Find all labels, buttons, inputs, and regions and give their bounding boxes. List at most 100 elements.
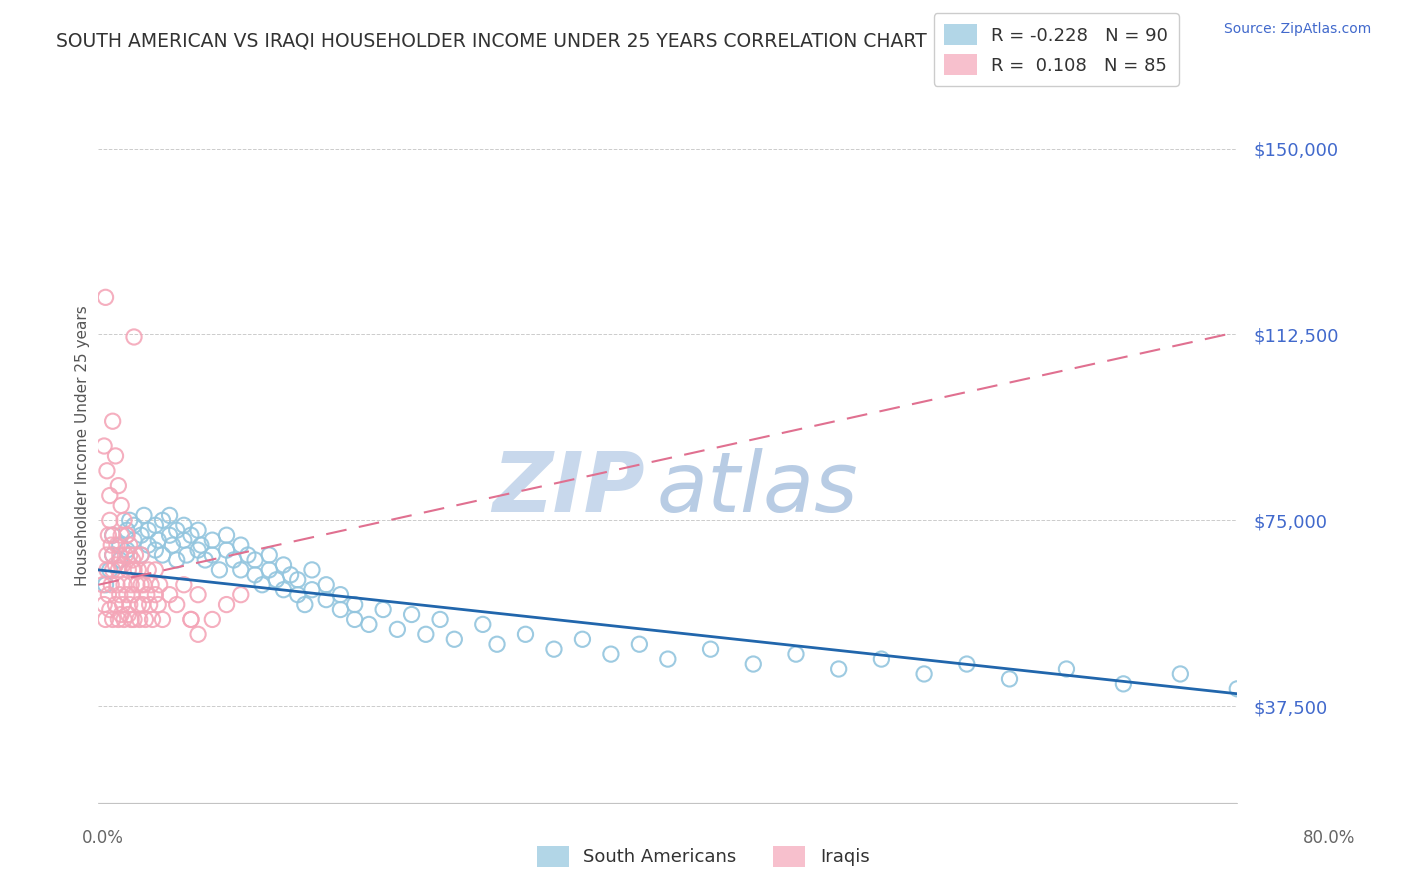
Point bbox=[129, 528, 152, 542]
Point bbox=[98, 563, 121, 577]
Text: ZIP: ZIP bbox=[492, 449, 645, 529]
Point bbox=[112, 578, 135, 592]
Point bbox=[104, 558, 127, 572]
Point bbox=[131, 598, 153, 612]
Point bbox=[159, 508, 181, 523]
Point bbox=[194, 553, 217, 567]
Point bbox=[166, 598, 188, 612]
Point bbox=[266, 573, 288, 587]
Point bbox=[415, 627, 437, 641]
Point bbox=[571, 632, 593, 647]
Point bbox=[112, 612, 135, 626]
Point bbox=[93, 598, 115, 612]
Point bbox=[243, 553, 266, 567]
Point bbox=[96, 548, 118, 562]
Point bbox=[259, 548, 281, 562]
Point bbox=[166, 553, 188, 567]
Point bbox=[101, 563, 124, 577]
Text: Source: ZipAtlas.com: Source: ZipAtlas.com bbox=[1223, 22, 1371, 37]
Point bbox=[145, 543, 167, 558]
Point bbox=[118, 513, 141, 527]
Point bbox=[315, 592, 337, 607]
Point bbox=[115, 588, 138, 602]
Point bbox=[117, 563, 139, 577]
Point bbox=[343, 612, 366, 626]
Point bbox=[141, 612, 163, 626]
Point bbox=[124, 548, 146, 562]
Point bbox=[190, 538, 212, 552]
Point bbox=[97, 588, 120, 602]
Point bbox=[132, 508, 155, 523]
Point bbox=[159, 588, 181, 602]
Point bbox=[301, 563, 323, 577]
Point bbox=[101, 548, 124, 562]
Point bbox=[229, 563, 252, 577]
Point bbox=[101, 612, 124, 626]
Point bbox=[115, 528, 138, 542]
Point bbox=[115, 543, 138, 558]
Point bbox=[135, 588, 157, 602]
Point bbox=[136, 523, 159, 537]
Point bbox=[373, 602, 395, 616]
Point bbox=[120, 578, 142, 592]
Point bbox=[120, 612, 142, 626]
Point bbox=[486, 637, 509, 651]
Point bbox=[152, 612, 174, 626]
Point bbox=[108, 538, 131, 552]
Point bbox=[176, 548, 198, 562]
Point bbox=[162, 538, 184, 552]
Point bbox=[357, 617, 380, 632]
Text: SOUTH AMERICAN VS IRAQI HOUSEHOLDER INCOME UNDER 25 YEARS CORRELATION CHART: SOUTH AMERICAN VS IRAQI HOUSEHOLDER INCO… bbox=[56, 31, 927, 50]
Point bbox=[956, 657, 979, 671]
Point bbox=[273, 558, 295, 572]
Point bbox=[329, 588, 352, 602]
Point bbox=[201, 533, 224, 548]
Point bbox=[628, 637, 651, 651]
Point bbox=[222, 553, 245, 567]
Point bbox=[343, 598, 366, 612]
Point bbox=[132, 578, 155, 592]
Point bbox=[166, 523, 188, 537]
Point bbox=[136, 563, 159, 577]
Point bbox=[287, 588, 309, 602]
Point bbox=[657, 652, 679, 666]
Point bbox=[129, 548, 152, 562]
Point bbox=[136, 538, 159, 552]
Point bbox=[94, 612, 117, 626]
Point bbox=[98, 489, 121, 503]
Point bbox=[110, 499, 132, 513]
Point bbox=[148, 598, 170, 612]
Point bbox=[118, 548, 141, 562]
Point bbox=[149, 578, 172, 592]
Point bbox=[1226, 681, 1249, 696]
Point bbox=[208, 563, 231, 577]
Point bbox=[122, 563, 145, 577]
Point bbox=[273, 582, 295, 597]
Point bbox=[117, 607, 139, 622]
Point bbox=[134, 612, 156, 626]
Point bbox=[1170, 667, 1192, 681]
Point bbox=[187, 523, 209, 537]
Point bbox=[139, 578, 162, 592]
Point bbox=[104, 449, 127, 463]
Point bbox=[229, 538, 252, 552]
Point bbox=[329, 602, 352, 616]
Point bbox=[115, 523, 138, 537]
Point bbox=[250, 578, 273, 592]
Point bbox=[94, 290, 117, 304]
Point bbox=[145, 563, 167, 577]
Text: 0.0%: 0.0% bbox=[82, 829, 124, 847]
Point bbox=[105, 538, 128, 552]
Point bbox=[110, 528, 132, 542]
Point bbox=[287, 573, 309, 587]
Point bbox=[105, 578, 128, 592]
Point bbox=[125, 578, 148, 592]
Point bbox=[121, 588, 143, 602]
Point bbox=[785, 647, 807, 661]
Point bbox=[912, 667, 935, 681]
Point bbox=[91, 578, 114, 592]
Point bbox=[159, 528, 181, 542]
Point bbox=[101, 414, 124, 428]
Point bbox=[429, 612, 451, 626]
Point bbox=[543, 642, 565, 657]
